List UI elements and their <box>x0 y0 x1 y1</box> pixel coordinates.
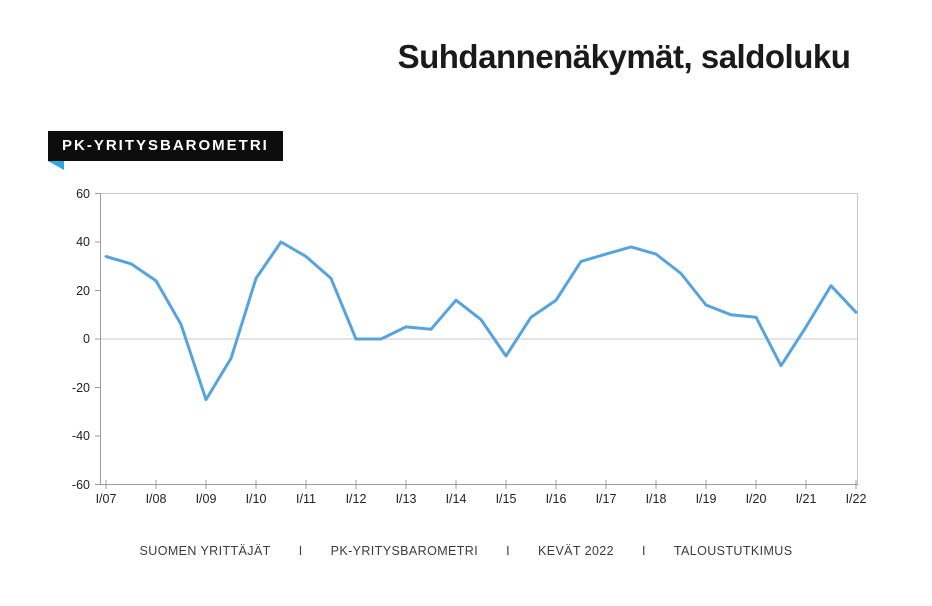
chart-canvas <box>95 193 858 489</box>
footer-item: TALOUSTUTKIMUS <box>673 544 793 558</box>
x-axis-tick-label: I/13 <box>395 492 417 506</box>
y-axis-tick-label: 0 <box>83 332 90 346</box>
footer-separator: I <box>642 544 646 558</box>
x-axis-tick-label: I/11 <box>296 492 316 506</box>
footer-separator: I <box>506 544 510 558</box>
x-axis-tick-label: I/07 <box>95 492 117 506</box>
x-axis-tick-label: I/20 <box>745 492 767 506</box>
badge-accent-triangle-icon <box>48 161 64 170</box>
y-axis-tick-label: 40 <box>76 235 90 249</box>
x-axis-tick-label: I/18 <box>645 492 667 506</box>
y-axis-tick-label: -60 <box>71 477 90 492</box>
series-line <box>104 240 858 402</box>
x-axis-tick-label: I/22 <box>845 492 867 506</box>
x-axis-tick-label: I/17 <box>595 492 617 506</box>
y-axis-tick-label: 20 <box>76 283 90 298</box>
line-chart <box>92 193 858 492</box>
x-axis-tick-label: I/19 <box>695 492 717 506</box>
footer-item: SUOMEN YRITTÄJÄT <box>139 544 271 558</box>
y-axis-tick-label: -40 <box>71 429 90 443</box>
x-axis-tick-label: I/08 <box>145 492 167 506</box>
x-axis-tick-label: I/09 <box>195 492 217 506</box>
footer-item: KEVÄT 2022 <box>537 544 615 558</box>
y-axis-tick-label: -20 <box>71 380 90 395</box>
x-axis-tick-label: I/16 <box>545 492 567 506</box>
x-axis-tick-label: I/14 <box>445 492 467 506</box>
footer-credits: SUOMEN YRITTÄJÄT I PK-YRITYSBAROMETRI I KEVÄ… <box>0 544 932 558</box>
x-axis-tick-label: I/21 <box>795 492 817 506</box>
x-axis-tick-label: I/10 <box>245 492 267 506</box>
report-badge: PK-YRITYSBAROMETRI <box>48 131 283 161</box>
y-axis-tick-label: 60 <box>76 186 90 201</box>
page-title: Suhdannenäkymät, saldoluku <box>397 38 851 75</box>
footer-separator: I <box>298 544 303 558</box>
x-axis-tick-label: I/12 <box>345 492 367 506</box>
footer-item: PK-YRITYSBAROMETRI <box>330 544 479 558</box>
x-axis-tick-label: I/15 <box>495 492 517 506</box>
